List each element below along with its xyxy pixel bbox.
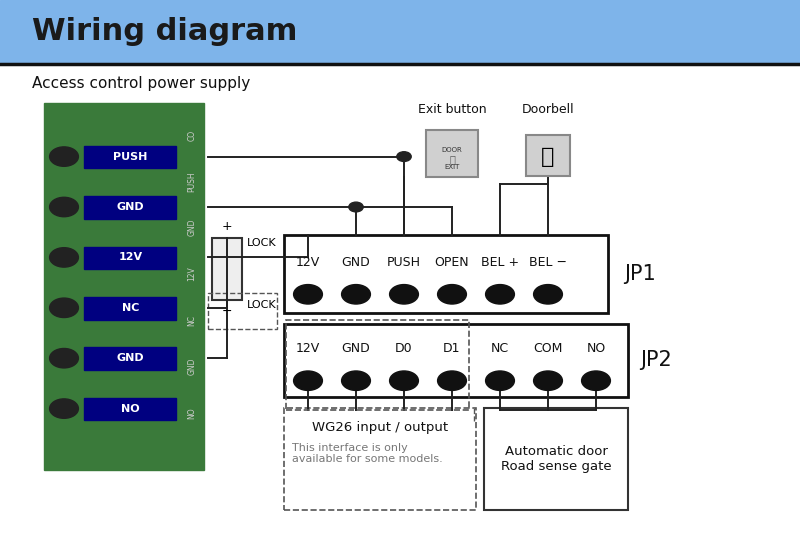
Text: D1: D1 (443, 342, 461, 355)
Text: WG26 input / output: WG26 input / output (312, 421, 448, 434)
Text: Access control power supply: Access control power supply (32, 76, 250, 91)
Bar (84, 146, 176, 168)
Text: GND: GND (342, 256, 370, 269)
Circle shape (50, 348, 78, 368)
Text: Wiring diagram: Wiring diagram (32, 17, 298, 45)
Text: Doorbell: Doorbell (522, 103, 574, 116)
Text: NC: NC (187, 315, 197, 326)
Bar (286, 320, 469, 410)
Bar (84, 247, 176, 269)
Bar (526, 135, 570, 176)
Circle shape (294, 285, 322, 304)
Text: 12V: 12V (187, 266, 197, 281)
Text: NO: NO (586, 342, 606, 355)
Text: 🔔: 🔔 (542, 146, 554, 167)
Bar (84, 347, 176, 370)
Text: GND: GND (187, 219, 197, 237)
Text: NC: NC (122, 303, 139, 313)
Circle shape (582, 371, 610, 390)
Circle shape (50, 399, 78, 418)
Circle shape (438, 371, 466, 390)
Circle shape (534, 285, 562, 304)
Circle shape (50, 197, 78, 217)
Circle shape (50, 298, 78, 318)
Text: 12V: 12V (296, 342, 320, 355)
Circle shape (390, 371, 418, 390)
Text: NO: NO (121, 403, 140, 414)
Circle shape (294, 371, 322, 390)
Bar (484, 408, 628, 510)
Text: OPEN: OPEN (434, 256, 470, 269)
Text: +: + (222, 220, 233, 233)
Text: NC: NC (491, 342, 509, 355)
Bar (44, 103, 204, 470)
Text: D0: D0 (395, 342, 413, 355)
Text: BEL −: BEL − (529, 256, 567, 269)
Text: 12V: 12V (296, 256, 320, 269)
Circle shape (50, 147, 78, 166)
Text: −: − (222, 305, 233, 318)
Circle shape (349, 202, 363, 212)
Text: LOCK: LOCK (246, 300, 276, 310)
Text: GND: GND (342, 342, 370, 355)
Text: 12V: 12V (118, 252, 142, 262)
Circle shape (390, 285, 418, 304)
Text: GND: GND (187, 357, 197, 375)
Text: Exit button: Exit button (418, 103, 486, 116)
Circle shape (438, 285, 466, 304)
Text: PUSH: PUSH (114, 152, 147, 161)
Text: Automatic door
Road sense gate: Automatic door Road sense gate (501, 445, 611, 473)
Bar (84, 196, 176, 219)
Bar (84, 297, 176, 320)
Bar (212, 238, 242, 300)
Text: LOCK: LOCK (246, 238, 276, 248)
Text: GND: GND (117, 353, 144, 363)
Text: CO: CO (187, 130, 197, 140)
Text: DOOR: DOOR (442, 147, 462, 153)
Bar (284, 235, 608, 313)
Bar (284, 408, 476, 510)
Circle shape (342, 285, 370, 304)
Circle shape (397, 152, 411, 161)
Circle shape (342, 371, 370, 390)
Text: This interface is only
available for some models.: This interface is only available for som… (292, 443, 442, 464)
Text: BEL +: BEL + (481, 256, 519, 269)
Circle shape (534, 371, 562, 390)
Text: PUSH: PUSH (387, 256, 421, 269)
Circle shape (50, 248, 78, 267)
Text: JP1: JP1 (624, 264, 656, 284)
Bar (208, 293, 277, 329)
Circle shape (486, 285, 514, 304)
Text: NO: NO (187, 407, 197, 419)
Text: EXIT: EXIT (444, 164, 460, 171)
Bar (0, 0, 800, 62)
Text: PUSH: PUSH (187, 171, 197, 192)
Text: ⚿: ⚿ (449, 154, 455, 164)
Bar (84, 398, 176, 421)
Text: JP2: JP2 (640, 350, 672, 370)
Text: COM: COM (534, 342, 562, 355)
Bar (284, 324, 628, 397)
Text: GND: GND (117, 202, 144, 212)
Circle shape (486, 371, 514, 390)
Bar (426, 130, 478, 177)
